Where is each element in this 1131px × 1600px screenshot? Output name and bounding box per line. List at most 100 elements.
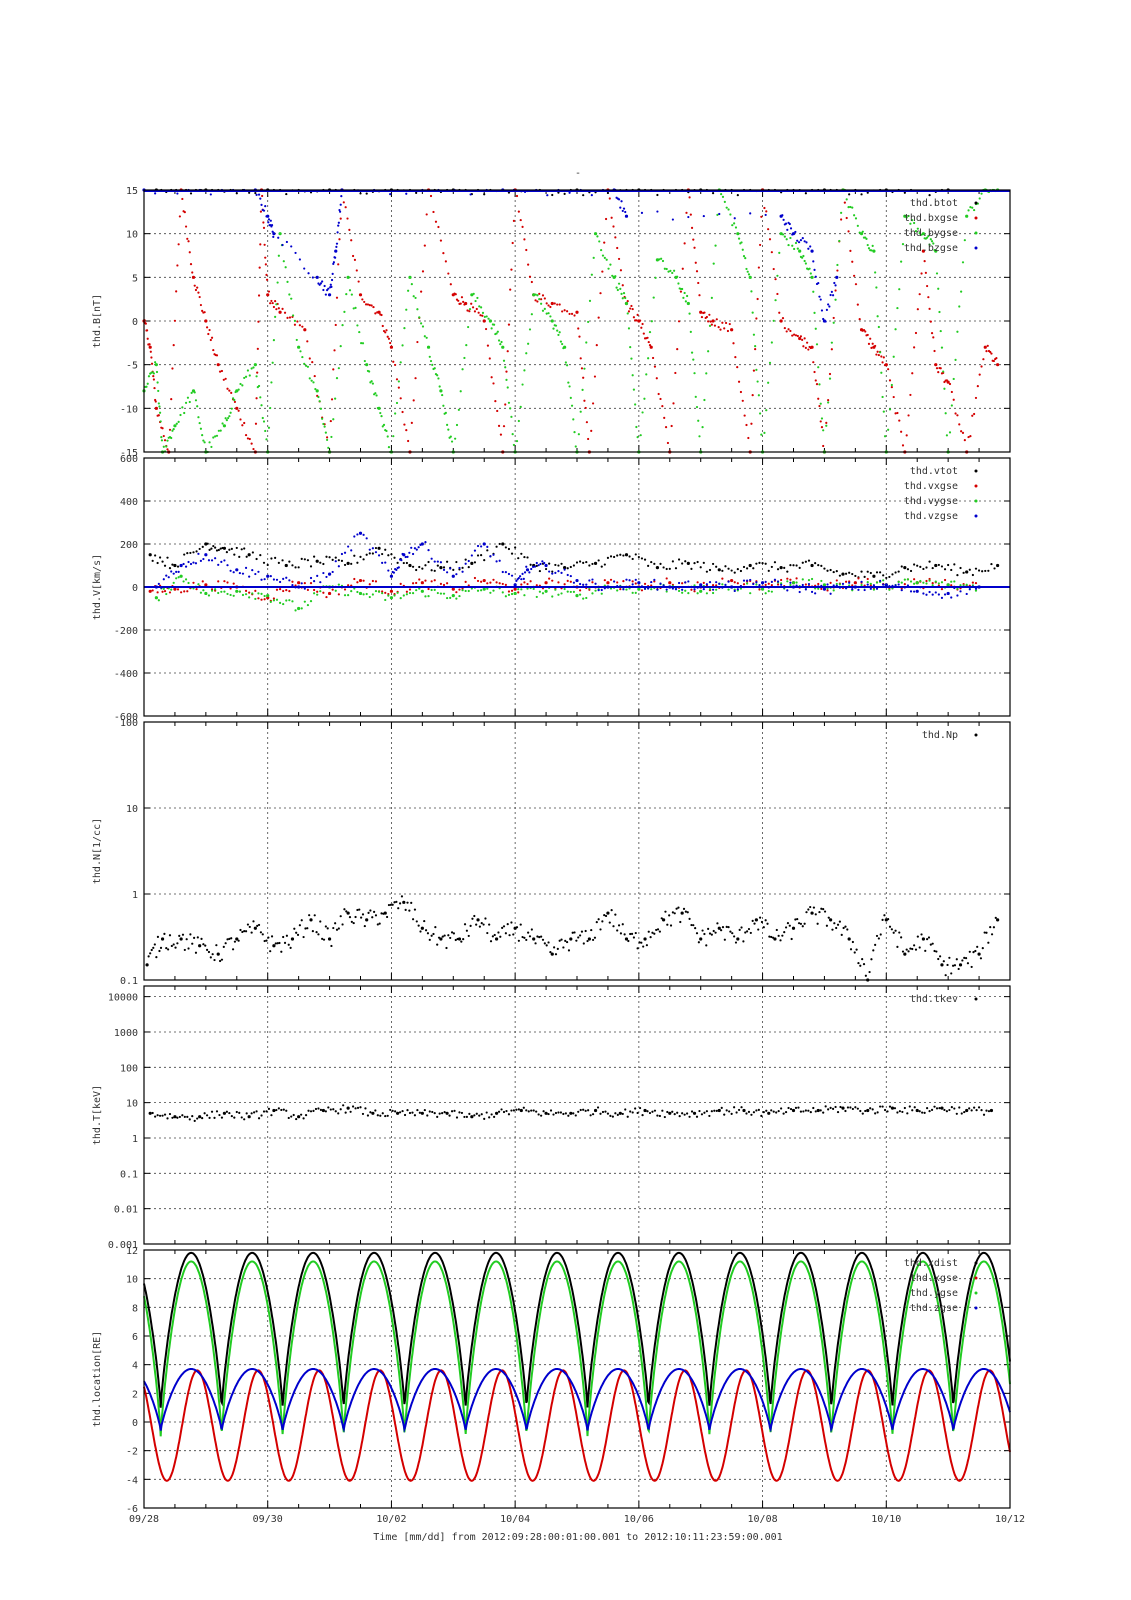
data-point: [288, 590, 291, 593]
data-point: [219, 429, 222, 432]
data-point: [416, 1108, 419, 1112]
data-point: [699, 937, 703, 941]
data-point: [420, 322, 423, 325]
data-point: [683, 242, 686, 245]
data-point: [985, 1109, 988, 1112]
data-point: [298, 924, 301, 927]
data-point: [408, 591, 412, 595]
data-point: [399, 361, 402, 364]
data-point: [161, 590, 164, 593]
data-point: [926, 236, 929, 239]
data-point: [394, 412, 397, 415]
data-point: [455, 560, 458, 564]
data-point: [222, 546, 227, 550]
data-point: [522, 1106, 525, 1109]
data-point: [148, 343, 151, 346]
data-point: [429, 359, 433, 363]
data-point: [575, 594, 579, 598]
data-point: [733, 571, 736, 574]
data-point: [512, 933, 515, 936]
data-point: [559, 1111, 563, 1114]
data-point: [907, 950, 910, 953]
data-point: [803, 922, 806, 925]
data-point: [572, 590, 576, 593]
data-point: [282, 1108, 285, 1111]
data-point: [430, 580, 433, 583]
data-point: [211, 953, 214, 956]
data-point: [744, 931, 747, 934]
data-point: [620, 292, 623, 295]
data-point: [857, 961, 860, 965]
data-point: [797, 241, 801, 244]
data-point: [505, 370, 508, 373]
data-point: [750, 422, 753, 425]
data-point: [600, 588, 603, 592]
data-point: [172, 572, 175, 575]
data-point: [783, 235, 786, 238]
data-point: [926, 284, 929, 288]
data-point: [545, 944, 548, 947]
data-point: [175, 577, 178, 580]
data-point: [929, 320, 932, 323]
data-point: [263, 939, 266, 943]
data-point: [940, 588, 944, 591]
x-tick-label: 10/08: [748, 1514, 778, 1525]
data-point: [774, 278, 777, 281]
data-point: [363, 300, 366, 304]
data-point: [888, 925, 892, 928]
data-point: [864, 974, 867, 977]
data-point: [228, 1111, 231, 1115]
data-point: [183, 553, 186, 556]
data-point: [436, 564, 439, 567]
data-point: [176, 1116, 179, 1119]
data-point: [395, 900, 398, 903]
data-point: [424, 929, 428, 932]
data-point: [267, 221, 270, 224]
data-point: [835, 275, 839, 279]
data-point: [674, 588, 678, 591]
data-point: [259, 554, 262, 557]
data-point: [493, 933, 496, 937]
data-point: [480, 306, 483, 309]
data-point: [778, 251, 781, 254]
data-point: [270, 935, 274, 938]
data-point: [255, 375, 258, 378]
data-point: [649, 345, 653, 349]
data-point: [374, 589, 378, 593]
data-point: [940, 596, 944, 599]
y-tick-label: -15: [120, 448, 138, 459]
data-point: [319, 920, 322, 923]
data-point: [527, 342, 530, 345]
data-point: [921, 1111, 924, 1114]
data-point: [403, 423, 406, 426]
data-point: [327, 293, 332, 297]
data-point: [275, 578, 279, 581]
data-point: [611, 1115, 614, 1118]
data-point: [708, 932, 712, 935]
data-point: [656, 588, 659, 591]
data-point: [397, 386, 400, 389]
data-point: [776, 274, 779, 277]
data-point: [793, 333, 796, 336]
data-point: [813, 268, 816, 271]
data-point: [500, 1108, 503, 1111]
data-point: [772, 267, 775, 271]
data-point: [795, 581, 798, 584]
data-point: [384, 1114, 387, 1118]
data-point: [739, 587, 743, 590]
data-point: [480, 589, 483, 592]
data-point: [846, 928, 849, 931]
data-point: [671, 218, 674, 221]
data-point: [473, 310, 477, 313]
data-point: [473, 914, 476, 918]
data-point: [532, 937, 536, 941]
data-point: [901, 444, 905, 447]
data-point: [495, 332, 498, 335]
data-point: [225, 1110, 228, 1113]
data-point: [492, 589, 495, 592]
data-point: [834, 1105, 837, 1109]
data-point: [631, 374, 634, 377]
data-point: [510, 268, 513, 271]
data-point: [854, 1106, 857, 1109]
data-point: [176, 264, 179, 267]
